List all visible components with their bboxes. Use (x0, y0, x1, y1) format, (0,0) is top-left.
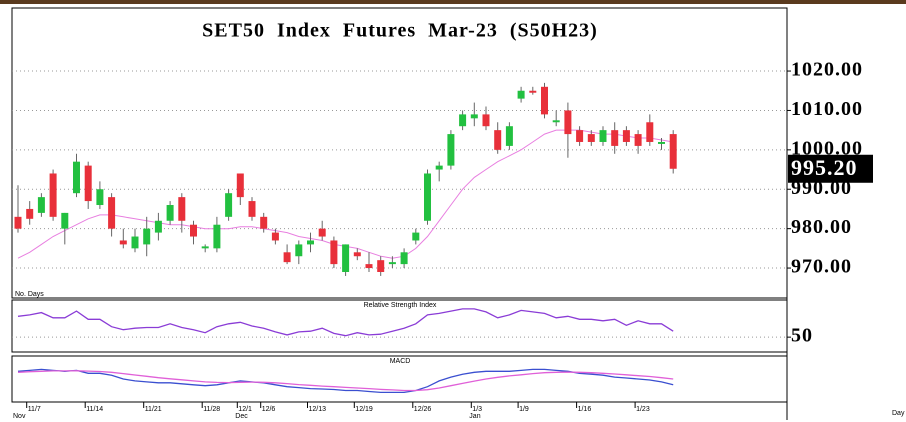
candle-body (318, 228, 326, 237)
candle-body (307, 240, 314, 245)
candle-body (634, 134, 642, 146)
candle-body (119, 240, 127, 245)
candle-body (658, 141, 665, 144)
candle-body (400, 252, 408, 265)
x-tick-label: 11/7 (28, 406, 41, 413)
x-tick-label: 12/19 (355, 406, 373, 413)
candle-body (505, 126, 513, 146)
y-tick-label: 970.00 (791, 256, 852, 278)
candle-body (190, 224, 197, 237)
candle-body (225, 193, 233, 217)
x-tick-label: 1/23 (636, 406, 650, 413)
candle-body (424, 173, 431, 221)
candle-body (178, 197, 186, 221)
x-tick-label: 1/3 (472, 406, 482, 413)
candle-body (482, 114, 490, 127)
candle-body (435, 165, 443, 170)
month-label: Nov (13, 413, 26, 420)
candle-body (552, 120, 560, 123)
candle-body (611, 130, 619, 146)
y-tick-label: 1020.00 (791, 59, 863, 81)
candle-body (412, 232, 420, 241)
candle-body (26, 208, 34, 219)
candle-body (260, 216, 268, 229)
corner-label: No. Days (15, 291, 44, 298)
candle-body (529, 90, 537, 93)
candle-body (517, 90, 525, 99)
line (17, 308, 674, 337)
candle-body (622, 130, 630, 142)
month-label: Jan (469, 413, 480, 420)
candle-body (236, 173, 244, 198)
candle-body (14, 216, 22, 229)
x-tick-label: 11/14 (86, 406, 103, 413)
candle-body (587, 134, 595, 142)
candle-body (541, 86, 548, 115)
candle-body (646, 122, 654, 142)
candle-body (37, 197, 45, 213)
x-tick-label: 11/28 (203, 406, 220, 413)
candle-body (96, 189, 104, 206)
x-tick-label: 12/13 (309, 406, 327, 413)
candle-body (49, 173, 57, 217)
x-tick-label: 1/16 (578, 406, 592, 413)
candle-body (494, 130, 502, 150)
candle-body (377, 260, 385, 272)
y-tick-label: 980.00 (791, 216, 852, 238)
line (17, 370, 674, 392)
macd-title: MACD (390, 358, 411, 365)
month-label: Dec (235, 413, 248, 420)
x-tick-label: 12/26 (414, 406, 432, 413)
candle-body (470, 114, 478, 119)
candle-body (365, 264, 373, 269)
y-tick-label: 1010.00 (791, 98, 863, 120)
candle-body (353, 252, 361, 257)
top-bar (0, 0, 906, 4)
candle-body (447, 134, 455, 166)
candle-body (283, 252, 291, 263)
candle-body (201, 246, 209, 249)
x-tick-label: 12/1 (238, 406, 252, 413)
candle-body (669, 134, 677, 169)
candle-body (166, 205, 174, 221)
last-price-box (788, 154, 873, 183)
candle-body (213, 224, 221, 249)
x-unit-label: Day (892, 410, 905, 417)
candle-body (271, 232, 279, 241)
candle-body (61, 212, 69, 229)
candle-body (84, 165, 92, 202)
candle-body (576, 130, 584, 142)
candle-body (564, 110, 572, 135)
candle-body (143, 228, 151, 245)
x-tick-label: 11/21 (145, 406, 162, 413)
last-price-label: 995.20 (791, 155, 858, 180)
candle-body (73, 161, 80, 194)
candle-body (295, 244, 303, 257)
candle-body (131, 236, 139, 249)
candle-body (330, 240, 338, 265)
y-tick-label: 50 (791, 325, 813, 347)
x-tick-label: 1/9 (519, 406, 529, 413)
y-tick-label: 1000.00 (791, 137, 863, 159)
candle-body (248, 201, 256, 217)
candle-body (388, 262, 396, 265)
chart-title: SET50 Index Futures Mar-23 (S50H23) (202, 20, 598, 42)
candle-body (599, 130, 607, 142)
candle-body (459, 114, 467, 127)
x-tick-label: 12/6 (262, 406, 276, 413)
rsi-title: Relative Strength Index (364, 302, 437, 309)
candle-body (108, 197, 116, 229)
candle-body (342, 244, 350, 272)
candle-body (154, 220, 162, 233)
line (17, 368, 674, 394)
